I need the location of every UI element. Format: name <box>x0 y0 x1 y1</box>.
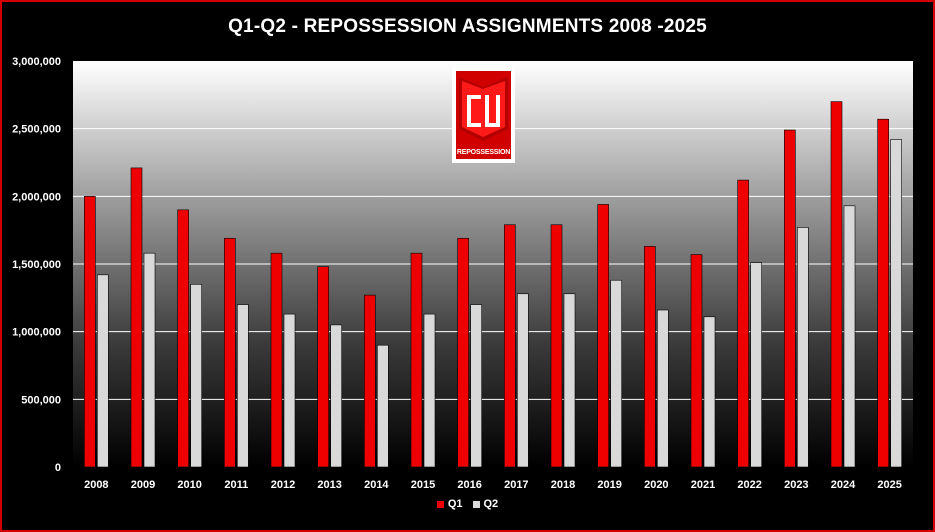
bar-q2-2015 <box>423 313 436 468</box>
bar-q2-2008 <box>97 274 109 468</box>
bar-q2-2024 <box>843 205 856 468</box>
bar-q1-2023 <box>784 129 796 468</box>
x-tick-label: 2021 <box>691 479 715 491</box>
bar-q1-2014 <box>364 294 376 468</box>
y-tick-label: 1,500,000 <box>12 259 61 271</box>
x-tick-label: 2010 <box>177 479 201 491</box>
legend: Q1 Q2 <box>0 498 935 510</box>
legend-item-q1: Q1 <box>436 498 463 510</box>
y-tick-label: 500,000 <box>21 394 61 406</box>
legend-label-q1: Q1 <box>447 498 463 510</box>
bar-q1-2008 <box>84 196 96 468</box>
bar-q2-2022 <box>750 262 762 468</box>
x-tick-label: 2016 <box>457 479 481 491</box>
cu-repossession-logo: REPOSSESSION <box>452 67 515 163</box>
x-tick-label: 2013 <box>317 479 341 491</box>
bar-q1-2009 <box>130 167 143 468</box>
bar-q1-2022 <box>737 179 749 468</box>
bars <box>84 101 902 468</box>
y-tick-label: 2,000,000 <box>12 191 61 203</box>
bar-q2-2012 <box>283 313 296 468</box>
bar-q1-2010 <box>177 209 189 468</box>
x-axis: 2008 2009 2010 2011 2012 2013 2014 2015 2016 2017… <box>84 479 902 491</box>
bar-q1-2015 <box>410 252 423 468</box>
x-tick-label: 2023 <box>784 479 808 491</box>
x-tick-label: 2008 <box>84 479 108 491</box>
bar-q2-2020 <box>657 309 669 468</box>
x-tick-label: 2024 <box>831 479 856 491</box>
y-tick-label: 3,000,000 <box>12 56 61 68</box>
legend-label-q2: Q2 <box>483 498 499 510</box>
bar-q2-2023 <box>797 227 809 468</box>
legend-swatch-q2 <box>472 500 480 508</box>
bar-q2-2011 <box>237 304 249 468</box>
x-tick-label: 2017 <box>504 479 528 491</box>
bar-q1-2020 <box>644 246 656 468</box>
bar-q1-2016 <box>457 237 469 468</box>
legend-item-q2: Q2 <box>472 498 499 510</box>
x-tick-label: 2009 <box>131 479 155 491</box>
bar-q1-2024 <box>830 101 843 468</box>
bar-q1-2017 <box>504 224 516 468</box>
x-tick-label: 2020 <box>644 479 668 491</box>
bar-q2-2016 <box>470 304 482 468</box>
bar-q1-2025 <box>877 118 889 468</box>
y-tick-label: 0 <box>55 462 61 474</box>
bar-q2-2019 <box>610 279 622 468</box>
logo-text: REPOSSESSION <box>456 149 511 156</box>
legend-swatch-q1 <box>436 500 444 508</box>
x-tick-label: 2025 <box>877 479 901 491</box>
bar-q2-2018 <box>563 293 576 468</box>
bar-q2-2013 <box>330 324 342 468</box>
bar-q2-2025 <box>890 139 902 468</box>
bar-q1-2011 <box>224 237 236 468</box>
x-tick-label: 2018 <box>551 479 575 491</box>
x-tick-label: 2011 <box>224 479 248 491</box>
y-axis: 0 500,000 1,000,000 1,500,000 2,000,000 2,500… <box>12 56 61 474</box>
x-tick-label: 2012 <box>271 479 295 491</box>
bar-q2-2021 <box>703 316 716 468</box>
x-tick-label: 2014 <box>364 479 389 491</box>
cu-logo-icon <box>459 77 508 141</box>
y-tick-label: 1,000,000 <box>12 327 61 339</box>
chart-title: Q1-Q2 - REPOSSESSION ASSIGNMENTS 2008 -2… <box>228 16 707 37</box>
bar-q1-2019 <box>597 204 609 468</box>
x-tick-label: 2015 <box>411 479 435 491</box>
bar-q2-2009 <box>143 252 156 468</box>
x-tick-label: 2022 <box>737 479 761 491</box>
bar-q1-2018 <box>550 224 563 468</box>
bar-q1-2012 <box>270 252 283 468</box>
bar-q1-2021 <box>690 254 703 468</box>
x-tick-label: 2019 <box>597 479 621 491</box>
y-tick-label: 2,500,000 <box>12 124 61 136</box>
bar-q1-2013 <box>317 266 329 468</box>
bar-q2-2010 <box>190 283 202 468</box>
bar-q2-2017 <box>517 293 529 468</box>
bar-q2-2014 <box>377 344 389 468</box>
